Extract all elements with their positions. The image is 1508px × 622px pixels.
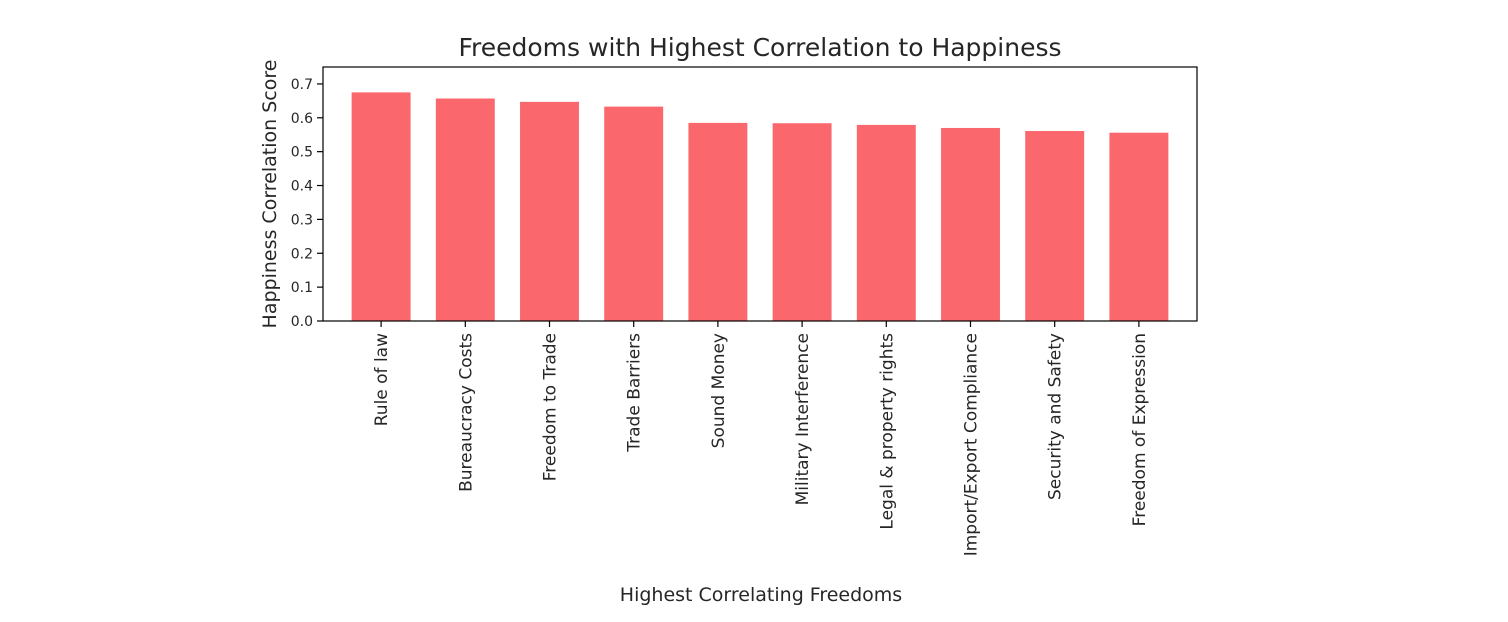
y-tick-label: 0.1 [291, 280, 313, 296]
bar [772, 123, 832, 321]
x-tick-label: Rule of law [372, 333, 392, 426]
y-axis-label: Happiness Correlation Score [259, 60, 281, 329]
bar [351, 92, 411, 322]
bar [856, 124, 916, 321]
plot-area: 0.0 0.1 0.2 0.3 0.4 0.5 0.6 0.7 Rule of law Burea… [291, 66, 1198, 556]
x-tick-label: Military Interference [793, 333, 813, 505]
plot-frame [322, 66, 1198, 322]
y-tick-label: 0.4 [291, 179, 313, 195]
x-tick-label: Bureaucracy Costs [456, 333, 476, 492]
y-tick-label: 0.2 [291, 246, 313, 262]
x-tick-label: Sound Money [709, 333, 729, 448]
y-tick-label: 0.5 [291, 145, 313, 161]
x-tick-label: Freedom to Trade [541, 333, 561, 481]
x-axis-label: Highest Correlating Freedoms [620, 584, 902, 606]
bar [941, 127, 1000, 322]
bar [435, 98, 495, 321]
bar [604, 106, 664, 322]
y-tick-label: 0.3 [291, 212, 313, 228]
bar [688, 122, 748, 321]
x-tick-label: Security and Safety [1046, 333, 1066, 500]
bar [1109, 132, 1169, 321]
bar [520, 101, 579, 321]
x-tick-label: Import/Export Compliance [962, 333, 982, 556]
bar [1025, 131, 1085, 321]
x-tick-label: Freedom of Expression [1130, 333, 1150, 526]
x-tick-label: Trade Barriers [625, 333, 645, 453]
y-tick-label: 0.7 [291, 77, 313, 93]
chart-title: Freedoms with Highest Correlation to Hap… [458, 33, 1061, 62]
x-tick-label: Legal & property rights [877, 333, 897, 530]
y-tick-label: 0.0 [291, 314, 313, 330]
y-tick-label: 0.6 [291, 111, 313, 127]
